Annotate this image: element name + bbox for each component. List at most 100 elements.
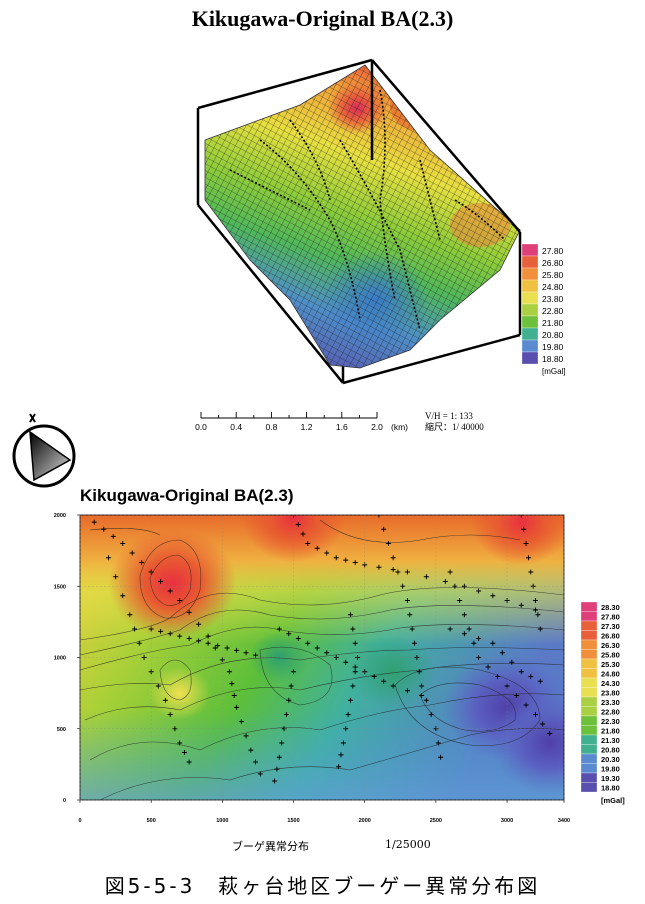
bottom-chart-title: Kikugawa-Original BA(2.3) — [80, 486, 294, 505]
survey-point-marker — [466, 626, 472, 632]
survey-point-marker — [286, 631, 292, 637]
bottom-legend-label: 22.80 — [601, 708, 620, 717]
survey-point-marker — [435, 740, 441, 746]
top-legend-swatch — [521, 303, 539, 317]
bottom-legend-swatch — [580, 715, 598, 726]
top-legend-label: 21.80 — [542, 318, 564, 328]
survey-point-marker — [540, 721, 546, 727]
survey-point-marker — [314, 545, 320, 551]
survey-point-marker — [381, 678, 387, 684]
bottom-legend-swatch — [580, 696, 598, 707]
survey-point-marker — [407, 612, 413, 618]
surface-3d-chart: 27.80 26.80 25.80 24.80 23.80 22.80 21.80 20.80… — [195, 58, 566, 432]
survey-point-marker — [314, 645, 320, 651]
bottom-legend-label: 24.80 — [601, 670, 620, 679]
survey-point-marker — [234, 704, 240, 710]
vh-ratio-block: V/H = 1: 133 縮尺：1/ 40000 — [425, 411, 484, 433]
bottom-legend-swatch — [580, 620, 598, 631]
survey-point-marker — [461, 631, 467, 637]
bottom-legend-label: 21.80 — [601, 727, 620, 736]
survey-point-marker — [412, 640, 418, 646]
bottom-legend-swatch — [580, 677, 598, 688]
survey-point-marker — [547, 731, 553, 736]
survey-point-marker — [234, 647, 240, 653]
survey-point-marker — [101, 526, 107, 532]
bottom-legend-label: 19.30 — [601, 774, 620, 783]
survey-point-marker — [371, 674, 377, 679]
bottom-legend-swatch — [580, 772, 598, 783]
bottom-legend-swatch — [580, 763, 598, 774]
survey-point-marker — [485, 664, 491, 670]
bottom-legend: 28.3027.8027.3026.8026.3025.8025.3024.80… — [580, 601, 625, 805]
survey-point-marker — [376, 515, 382, 518]
survey-point-marker — [333, 555, 339, 561]
survey-point-marker — [523, 702, 529, 708]
survey-point-marker — [471, 640, 477, 646]
survey-point-marker — [350, 683, 356, 689]
survey-point-marker — [295, 636, 301, 641]
survey-points — [91, 515, 553, 784]
map-y-tick-label: 1000 — [54, 656, 66, 662]
top-legend-label: 18.80 — [542, 354, 564, 364]
survey-point-marker — [167, 588, 173, 594]
survey-point-marker — [390, 567, 396, 573]
anomaly-high — [241, 515, 346, 563]
survey-point-marker — [283, 712, 289, 717]
survey-point-marker — [212, 645, 218, 651]
top-legend-swatch — [521, 255, 539, 269]
top-legend-swatch — [521, 327, 539, 341]
survey-point-marker — [139, 560, 145, 565]
survey-point-marker — [404, 598, 410, 603]
survey-point-marker — [238, 719, 244, 725]
bottom-legend-swatch — [580, 744, 598, 755]
survey-point-marker — [243, 733, 249, 739]
map-y-tick-label: 500 — [57, 727, 66, 733]
survey-point-marker — [129, 550, 135, 556]
vh-ratio: V/H = 1: 133 — [425, 411, 473, 421]
bottom-legend-label: 26.30 — [601, 641, 620, 650]
survey-point-marker — [295, 522, 301, 527]
top-legend-label: 22.80 — [542, 306, 564, 316]
bottom-legend-label: 26.80 — [601, 632, 620, 641]
top-legend-swatch — [521, 267, 539, 281]
survey-point-marker — [324, 650, 330, 656]
top-legend-label: 23.80 — [542, 294, 564, 304]
top-legend-unit: [mGal] — [542, 367, 566, 376]
survey-point-marker — [226, 669, 232, 675]
anomaly-low — [350, 635, 436, 709]
map-y-tick-label: 2000 — [54, 513, 66, 519]
survey-point-marker — [253, 652, 259, 658]
top-legend-swatch — [521, 351, 539, 365]
survey-point-marker — [224, 645, 230, 651]
survey-point-marker — [390, 683, 396, 689]
survey-point-marker — [343, 557, 349, 563]
bottom-legend-label: 20.30 — [601, 755, 620, 764]
survey-point-marker — [438, 754, 444, 760]
survey-point-marker — [518, 602, 524, 608]
survey-point-marker — [167, 712, 173, 717]
survey-point-marker — [528, 569, 534, 575]
map-x-tick-label: 500 — [147, 818, 156, 824]
bottom-legend-label: 19.80 — [601, 765, 620, 774]
survey-point-marker — [514, 693, 520, 698]
survey-point-marker — [350, 626, 356, 632]
survey-point-marker — [476, 588, 482, 594]
top-legend-swatch — [521, 291, 539, 305]
survey-point-marker — [276, 754, 282, 760]
survey-point-marker — [336, 764, 342, 770]
survey-point-marker — [533, 598, 539, 603]
survey-point-marker — [205, 640, 211, 646]
north-arrow-icon — [12, 413, 76, 488]
survey-point-marker — [347, 612, 353, 618]
survey-point-marker — [376, 564, 382, 570]
survey-point-marker — [518, 515, 524, 518]
survey-point-marker — [533, 607, 539, 613]
survey-point-marker — [409, 626, 415, 632]
survey-point-marker — [352, 664, 358, 670]
bottom-legend-label: 25.30 — [601, 660, 620, 669]
bottom-legend-swatch — [580, 668, 598, 679]
bottom-legend-swatch — [580, 734, 598, 745]
survey-point-marker — [476, 636, 482, 641]
bottom-legend-label: 27.80 — [601, 613, 620, 622]
bottom-legend-swatch — [580, 706, 598, 717]
